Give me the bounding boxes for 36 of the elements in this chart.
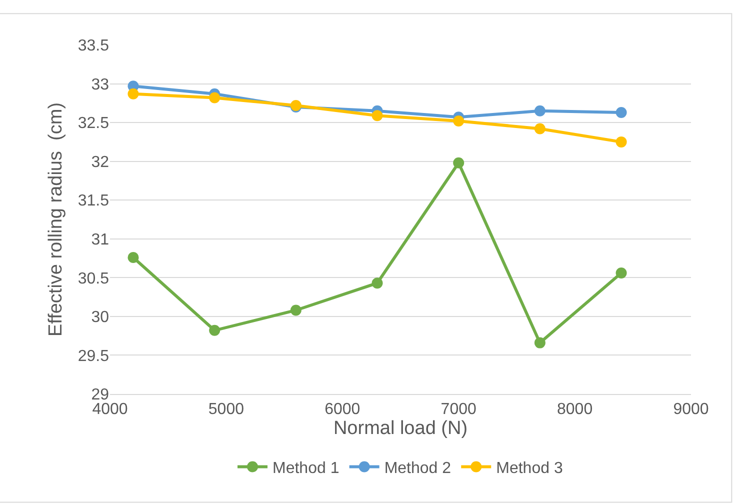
- y-axis-title: Effective rolling radius (cm): [46, 102, 67, 337]
- point: [290, 304, 302, 316]
- point: [209, 92, 220, 104]
- point: [534, 123, 546, 134]
- point: [534, 105, 546, 116]
- x-tick-label: 8000: [557, 401, 593, 418]
- point: [534, 337, 546, 348]
- point: [128, 88, 139, 100]
- y-tick-label: 33: [91, 76, 110, 94]
- y-tick-label: 33.5: [78, 38, 110, 55]
- point: [453, 116, 464, 126]
- y-tick-label: 30: [91, 309, 110, 326]
- x-tick-label: 7000: [440, 401, 476, 418]
- y-tick-label: 30.5: [78, 270, 110, 288]
- x-tick-label: 9000: [673, 401, 709, 418]
- y-tick-label: 29: [91, 386, 110, 404]
- x-axis-title: Normal load (N): [333, 418, 468, 440]
- x-tick-label: 5000: [208, 401, 244, 418]
- y-tick-label: 32: [91, 154, 110, 171]
- y-tick-label: 31: [91, 231, 110, 248]
- y-tick-label: 32.5: [78, 115, 110, 132]
- legend-label: Method 1: [272, 460, 340, 477]
- point: [616, 136, 627, 148]
- x-tick-label: 6000: [324, 401, 360, 418]
- point: [372, 278, 383, 289]
- point: [453, 157, 464, 168]
- point: [128, 252, 139, 263]
- point: [616, 106, 627, 118]
- y-tick-label: 31.5: [78, 192, 110, 210]
- y-tick-label: 29.5: [78, 348, 110, 365]
- point: [616, 268, 627, 279]
- point: [209, 324, 220, 336]
- legend-label: Method 3: [496, 460, 563, 477]
- legend-label: Method 2: [384, 460, 452, 477]
- x-tick-label: 4000: [92, 401, 128, 418]
- point: [372, 110, 383, 122]
